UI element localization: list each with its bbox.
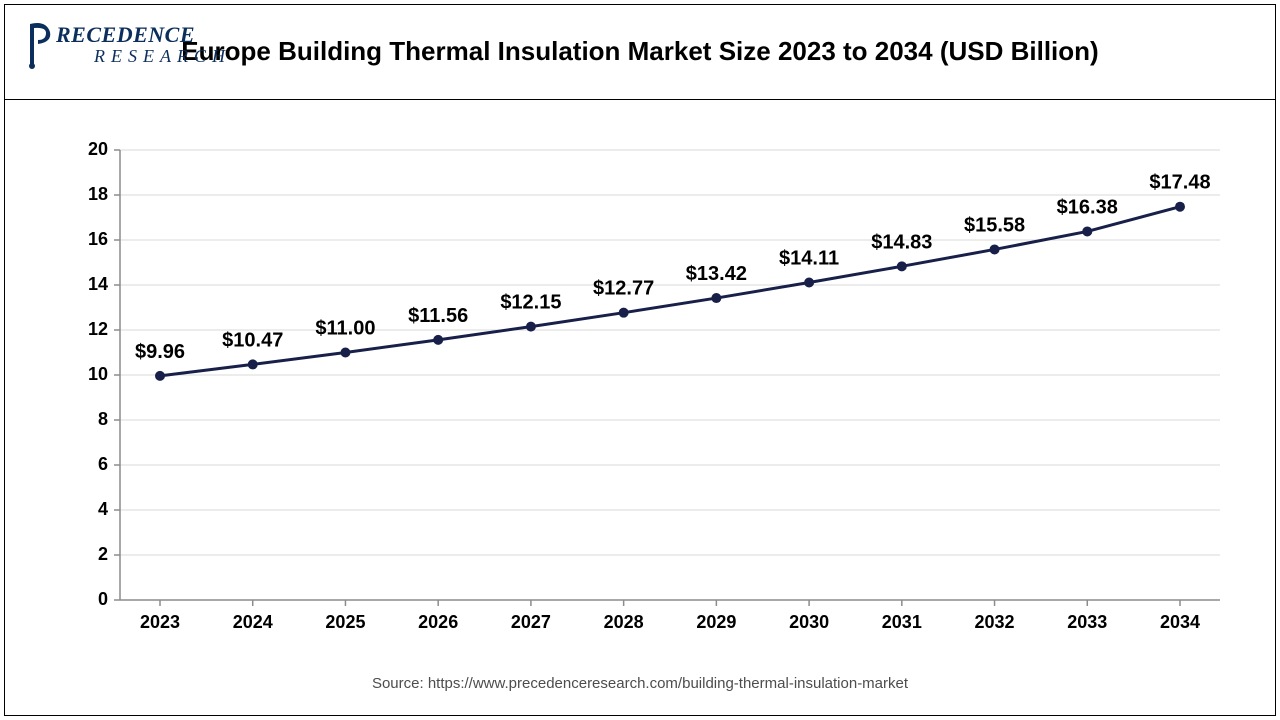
source-footer: Source: https://www.precedenceresearch.c… [0,675,1280,692]
data-marker [897,261,907,271]
data-marker [155,371,165,381]
data-label: $15.58 [964,214,1025,236]
data-marker [804,278,814,288]
data-label: $13.42 [686,263,747,285]
x-tick-label: 2034 [1160,612,1200,632]
data-label: $11.56 [408,305,468,327]
x-tick-label: 2032 [975,612,1015,632]
y-tick-label: 14 [88,274,108,294]
brand-logo: RECEDENCE RESEARCH [22,18,231,70]
data-marker [990,244,1000,254]
x-tick-label: 2027 [511,612,551,632]
series-line [160,207,1180,376]
x-tick-label: 2024 [233,612,273,632]
x-tick-label: 2031 [882,612,922,632]
data-label: $14.83 [871,231,932,253]
y-tick-label: 2 [98,544,108,564]
y-tick-label: 0 [98,589,108,609]
logo-text-block: RECEDENCE RESEARCH [58,22,231,67]
data-marker [619,308,629,318]
data-label: $17.48 [1149,172,1210,194]
y-tick-label: 18 [88,184,108,204]
data-marker [340,348,350,358]
x-tick-label: 2028 [604,612,644,632]
logo-brand-top: RECEDENCE [56,22,195,47]
chart-svg: 0 2 4 6 8 10 12 14 16 18 20 2023 2024 2025 2026 2027 202… [70,130,1240,660]
logo-mark-icon [22,18,58,70]
data-marker [1082,226,1092,236]
data-marker [1175,202,1185,212]
y-tick-label: 10 [88,364,108,384]
y-tick-label: 16 [88,229,108,249]
x-tick-label: 2030 [789,612,829,632]
data-marker [248,359,258,369]
data-label: $16.38 [1057,196,1118,218]
data-label: $9.96 [135,341,185,363]
logo-brand-bottom: RESEARCH [94,46,231,67]
data-label: $12.77 [593,278,654,300]
data-marker [433,335,443,345]
data-marker [526,322,536,332]
y-tick-label: 6 [98,454,108,474]
x-tick-label: 2033 [1067,612,1107,632]
data-label: $12.15 [500,292,561,314]
data-label: $10.47 [222,329,283,351]
y-tick-label: 20 [88,139,108,159]
line-chart: 0 2 4 6 8 10 12 14 16 18 20 2023 2024 2025 2026 2027 202… [70,130,1240,660]
x-tick-label: 2025 [325,612,365,632]
x-tick-label: 2023 [140,612,180,632]
y-tick-label: 4 [98,499,108,519]
header-box: RECEDENCE RESEARCH Europe Building Therm… [4,4,1276,100]
x-tick-label: 2029 [696,612,736,632]
data-label: $14.11 [779,248,839,270]
data-marker [711,293,721,303]
x-tick-label: 2026 [418,612,458,632]
y-tick-label: 12 [88,319,108,339]
y-tick-label: 8 [98,409,108,429]
data-label: $11.00 [315,318,375,340]
